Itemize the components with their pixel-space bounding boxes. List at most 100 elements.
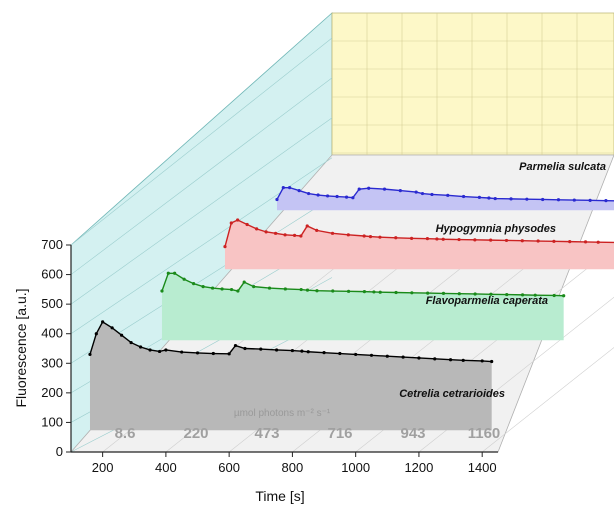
data-point bbox=[325, 194, 330, 198]
series-area bbox=[276, 187, 614, 211]
data-point bbox=[236, 289, 240, 293]
light-unit-label: µmol photons m⁻² s⁻¹ bbox=[234, 408, 331, 419]
light-level-value: 716 bbox=[327, 425, 352, 442]
data-point bbox=[101, 320, 105, 324]
series-label: Flavoparmelia caperata bbox=[426, 295, 548, 307]
data-point bbox=[316, 193, 320, 197]
series-2: Hypogymnia physodes bbox=[223, 218, 614, 270]
series-label: Hypogymnia physodes bbox=[436, 223, 556, 235]
data-point bbox=[490, 359, 494, 364]
data-point bbox=[369, 353, 374, 357]
data-point bbox=[489, 292, 493, 296]
series-area bbox=[89, 321, 492, 431]
data-point bbox=[164, 348, 168, 352]
data-point bbox=[368, 234, 373, 239]
data-point bbox=[552, 239, 556, 243]
data-point bbox=[255, 227, 259, 231]
data-point bbox=[331, 289, 335, 293]
x-tick-label: 200 bbox=[92, 460, 114, 475]
data-point bbox=[556, 198, 561, 202]
data-point bbox=[274, 348, 279, 352]
data-point bbox=[120, 333, 124, 337]
data-point bbox=[211, 351, 215, 356]
data-point bbox=[160, 289, 164, 293]
data-point bbox=[236, 218, 240, 222]
data-point bbox=[525, 197, 529, 201]
series-3: Parmelia sulcata bbox=[275, 161, 614, 211]
floor-gridline bbox=[481, 347, 614, 453]
data-point bbox=[362, 290, 367, 294]
data-point bbox=[435, 237, 439, 241]
data-point bbox=[430, 192, 434, 197]
data-point bbox=[583, 240, 588, 244]
data-point bbox=[394, 236, 398, 240]
data-point bbox=[264, 230, 268, 234]
y-gridline bbox=[70, 117, 333, 305]
data-point bbox=[493, 196, 497, 201]
data-point bbox=[562, 294, 566, 298]
data-point bbox=[306, 350, 310, 354]
light-values: 8.6 220 473 716 943 1160 bbox=[115, 425, 501, 442]
data-point bbox=[410, 291, 414, 295]
light-level-value: 8.6 bbox=[115, 425, 136, 442]
data-point bbox=[385, 354, 389, 358]
data-point bbox=[378, 235, 382, 239]
data-point bbox=[288, 186, 292, 190]
data-point bbox=[307, 191, 311, 196]
data-point bbox=[245, 222, 249, 227]
data-point bbox=[305, 224, 309, 228]
data-point bbox=[604, 199, 608, 203]
series-label: Parmelia sulcata bbox=[519, 161, 606, 173]
x-tick-label: 800 bbox=[282, 460, 304, 475]
data-point bbox=[382, 187, 387, 191]
data-point bbox=[182, 277, 186, 281]
data-point bbox=[299, 234, 303, 238]
x-tick-label: 1400 bbox=[468, 460, 497, 475]
data-point bbox=[173, 271, 177, 275]
data-point bbox=[414, 190, 418, 194]
data-point bbox=[520, 239, 524, 243]
data-point bbox=[409, 236, 414, 240]
data-point bbox=[88, 352, 92, 357]
data-point bbox=[283, 233, 287, 237]
series-1: Flavoparmelia caperata bbox=[160, 271, 566, 341]
data-point bbox=[148, 348, 152, 352]
data-point bbox=[446, 193, 450, 197]
data-point bbox=[275, 197, 279, 202]
data-point bbox=[315, 228, 319, 232]
data-point bbox=[346, 233, 350, 237]
data-point bbox=[394, 290, 398, 295]
data-point bbox=[520, 293, 525, 297]
data-point bbox=[299, 287, 303, 292]
data-point bbox=[441, 291, 446, 295]
series-layer: Parmelia sulcata Hypogymnia physodes Flavo… bbox=[88, 161, 614, 431]
y-tick-label: 600 bbox=[41, 267, 63, 282]
series-0: Cetrelia cetrarioides bbox=[88, 320, 505, 431]
data-point bbox=[180, 350, 184, 354]
x-tick-label: 400 bbox=[155, 460, 177, 475]
data-point bbox=[210, 286, 215, 290]
y-tick-label: 200 bbox=[41, 385, 63, 400]
data-point bbox=[297, 189, 301, 193]
data-point bbox=[338, 351, 342, 356]
data-point bbox=[541, 197, 545, 202]
data-point bbox=[138, 345, 143, 349]
data-point bbox=[344, 195, 349, 199]
data-point bbox=[300, 349, 304, 353]
y-tick-label: 100 bbox=[41, 414, 63, 429]
light-level-value: 220 bbox=[183, 425, 208, 442]
data-point bbox=[378, 290, 382, 294]
x-axis-title: Time [s] bbox=[255, 488, 304, 504]
data-point bbox=[448, 358, 453, 362]
data-point bbox=[220, 287, 224, 291]
data-point bbox=[281, 186, 285, 190]
data-point bbox=[267, 286, 272, 290]
data-point bbox=[457, 237, 461, 242]
data-point bbox=[354, 352, 358, 357]
data-point bbox=[509, 197, 513, 201]
data-point bbox=[305, 288, 310, 292]
data-point bbox=[166, 271, 170, 275]
data-point bbox=[292, 233, 297, 238]
data-point bbox=[473, 238, 477, 242]
y-gridline bbox=[70, 77, 333, 275]
